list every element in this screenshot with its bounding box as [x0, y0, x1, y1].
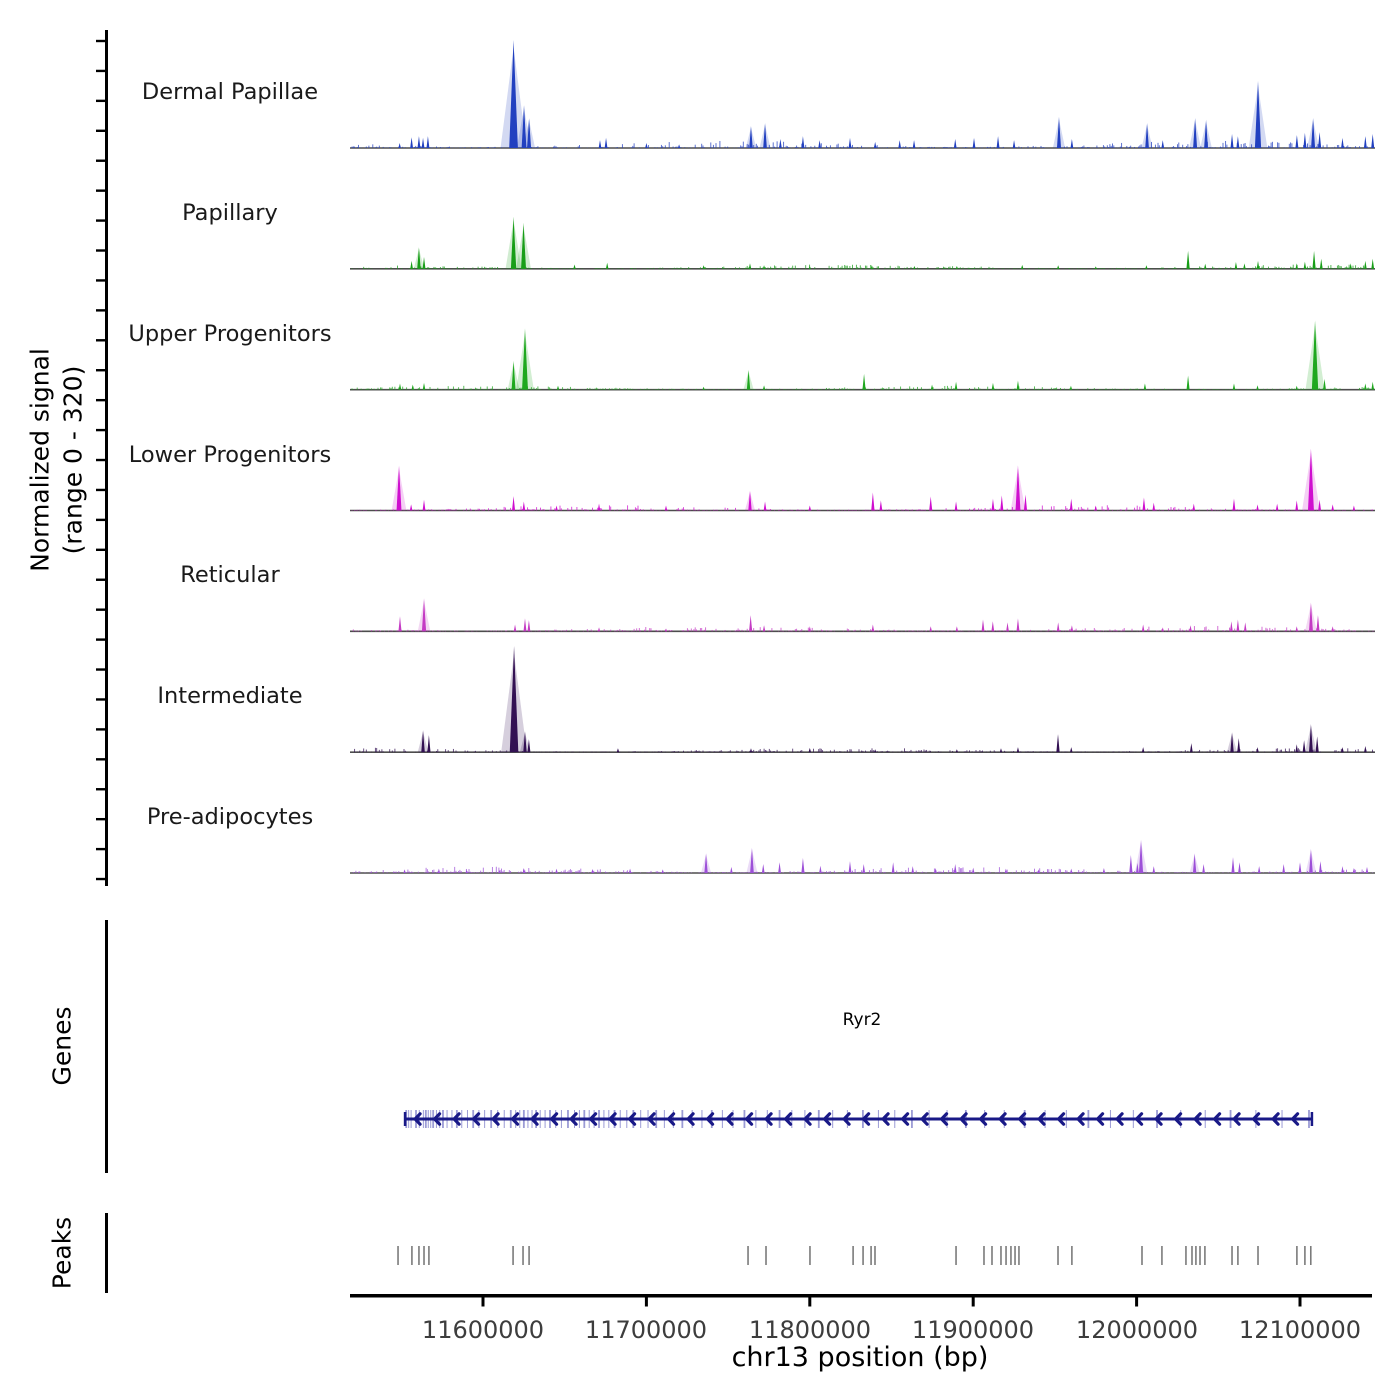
- peaks-section-label: Peaks: [47, 1216, 77, 1290]
- x-axis-tick: [481, 1297, 485, 1307]
- signal-y-axis-tick: [96, 129, 105, 132]
- x-axis-tick: [644, 1297, 648, 1307]
- signal-y-axis-tick: [96, 249, 105, 252]
- signal-y-axis-tick: [96, 69, 105, 73]
- signal-track-papillary: [350, 216, 1375, 270]
- signal-y-axis-tick: [96, 788, 105, 791]
- signal-y-axis-tick: [96, 428, 105, 432]
- track-label-papillary: Papillary: [182, 200, 278, 226]
- signal-y-axis-tick: [96, 728, 105, 731]
- signal-track-pre-adipocytes: [350, 839, 1375, 874]
- x-tick-label-11800000: 11800000: [748, 1316, 872, 1344]
- track-label-dermal-papillae: Dermal Papillae: [141, 79, 319, 105]
- signal-y-axis-tick: [96, 877, 105, 881]
- y-axis-label: Normalized signal (range 0 - 320): [25, 348, 90, 572]
- signal-y-axis-tick: [96, 279, 105, 282]
- signal-y-axis-tick: [96, 39, 105, 43]
- signal-y-axis-tick: [96, 159, 105, 162]
- signal-y-axis-tick: [96, 518, 105, 522]
- signal-y-axis-tick: [96, 369, 105, 372]
- x-tick-label-12000000: 12000000: [1075, 1316, 1199, 1344]
- signal-y-axis-tick: [96, 578, 105, 581]
- signal-y-axis-tick: [96, 608, 105, 611]
- track-label-upper-progenitors: Upper Progenitors: [128, 321, 332, 347]
- signal-y-axis-tick: [96, 219, 105, 222]
- genes-section-axis: [105, 920, 108, 1173]
- signal-track-reticular: [350, 598, 1375, 633]
- signal-y-axis-tick: [96, 398, 105, 402]
- x-axis-label: chr13 position (bp): [731, 1342, 989, 1373]
- y-axis-label-line1: Normalized signal: [25, 348, 55, 572]
- signal-track-upper-progenitors: [350, 320, 1375, 391]
- signal-y-axis-tick: [96, 99, 105, 103]
- signal-y-axis-tick: [96, 309, 105, 312]
- signal-y-axis-tick: [96, 339, 105, 342]
- signal-y-axis-tick: [96, 189, 105, 192]
- x-axis-tick: [808, 1297, 812, 1307]
- x-axis-tick: [1298, 1297, 1302, 1307]
- signal-y-axis-tick: [96, 488, 105, 492]
- signal-y-axis-tick: [96, 698, 105, 701]
- x-axis-tick: [971, 1297, 975, 1307]
- signal-y-axis-tick: [96, 758, 105, 761]
- x-tick-label-12100000: 12100000: [1238, 1316, 1362, 1344]
- y-axis-label-line2: (range 0 - 320): [58, 365, 87, 555]
- gene-model-ryr2: [403, 1110, 1314, 1128]
- signal-track-intermediate: [350, 645, 1375, 753]
- x-tick-label-11600000: 11600000: [421, 1316, 545, 1344]
- signal-y-axis-tick: [96, 847, 105, 851]
- signal-y-axis-tick: [96, 817, 105, 821]
- track-label-pre-adipocytes: Pre-adipocytes: [146, 804, 314, 830]
- x-tick-label-11900000: 11900000: [911, 1316, 1035, 1344]
- x-axis-tick: [1135, 1297, 1139, 1307]
- signal-y-axis-tick: [96, 668, 105, 671]
- signal-y-axis-tick: [96, 548, 105, 552]
- gene-name-ryr2: Ryr2: [842, 1010, 882, 1030]
- x-axis: [350, 1294, 1372, 1298]
- genes-section-label: Genes: [47, 1006, 77, 1086]
- track-label-reticular: Reticular: [180, 562, 280, 588]
- signal-track-dermal-papillae: [350, 40, 1375, 149]
- track-label-intermediate: Intermediate: [157, 683, 303, 709]
- x-tick-label-11700000: 11700000: [584, 1316, 708, 1344]
- signal-y-axis-tick: [96, 458, 105, 462]
- signal-y-axis-tick: [96, 638, 105, 641]
- peaks-section-axis: [105, 1213, 108, 1293]
- signal-track-lower-progenitors: [350, 448, 1375, 512]
- signal-y-axis: [105, 30, 108, 886]
- peaks-track: [397, 1246, 1312, 1265]
- track-label-lower-progenitors: Lower Progenitors: [128, 442, 332, 468]
